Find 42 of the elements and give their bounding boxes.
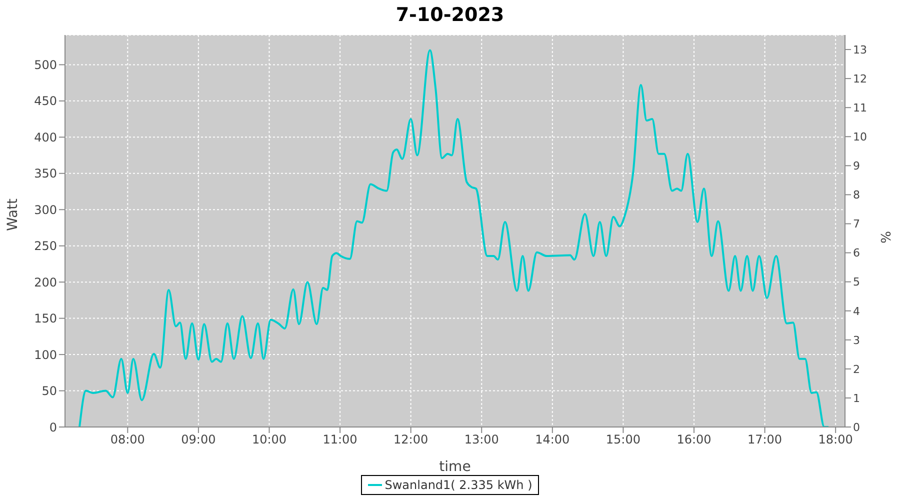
x-tick-label: 11:00 bbox=[322, 432, 358, 447]
y-tick-label: 300 bbox=[34, 202, 57, 217]
y2-tick-label: 1 bbox=[853, 392, 860, 405]
x-tick-label: 18:00 bbox=[818, 432, 853, 447]
y-axis-title: Watt bbox=[4, 198, 21, 231]
x-tick-label: 13:00 bbox=[464, 432, 499, 447]
x-tick-label: 16:00 bbox=[676, 432, 712, 447]
y2-tick-label: 5 bbox=[853, 276, 860, 289]
line-series bbox=[78, 49, 830, 427]
y2-tick-label: 8 bbox=[853, 188, 860, 202]
x-tick-label: 15:00 bbox=[606, 432, 640, 447]
y-tick-label: 100 bbox=[34, 348, 57, 362]
y2-tick-label: 3 bbox=[853, 334, 860, 347]
y2-tick-label: 4 bbox=[853, 304, 860, 318]
y2-tick-label: 6 bbox=[853, 246, 860, 260]
chart-title: 7-10-2023 bbox=[394, 3, 506, 28]
x-axis-title: time bbox=[439, 459, 471, 475]
x-tick-label: 12:00 bbox=[394, 432, 428, 447]
y2-tick-label: 2 bbox=[853, 362, 860, 376]
y2-tick-label: 13 bbox=[853, 43, 867, 56]
x-tick-label: 09:00 bbox=[181, 432, 216, 447]
y-tick-label: 150 bbox=[34, 312, 57, 326]
y2-tick-label: 12 bbox=[853, 72, 867, 86]
y2-tick-label: 7 bbox=[853, 218, 860, 231]
x-tick-label: 17:00 bbox=[747, 432, 782, 447]
y-tick-label: 400 bbox=[34, 130, 57, 144]
y-tick-label: 500 bbox=[34, 58, 57, 72]
y2-tick-label: 0 bbox=[853, 420, 860, 434]
y2-tick-label: 10 bbox=[853, 130, 867, 144]
y-tick-label: 250 bbox=[34, 239, 57, 254]
y-tick-label: 200 bbox=[34, 275, 57, 290]
y-tick-label: 350 bbox=[34, 166, 57, 181]
y-tick-label: 0 bbox=[49, 420, 57, 434]
legend-label: Swanland1( 2.335 kWh ) bbox=[384, 478, 532, 492]
y2-tick-label: 9 bbox=[853, 160, 860, 173]
y-tick-label: 50 bbox=[42, 384, 57, 398]
y-tick-label: 450 bbox=[34, 94, 57, 108]
x-tick-label: 14:00 bbox=[535, 432, 570, 447]
y2-axis-title: % bbox=[880, 231, 895, 244]
x-tick-label: 10:00 bbox=[252, 432, 287, 447]
y2-tick-label: 11 bbox=[853, 102, 867, 114]
x-tick-label: 08:00 bbox=[110, 432, 145, 447]
